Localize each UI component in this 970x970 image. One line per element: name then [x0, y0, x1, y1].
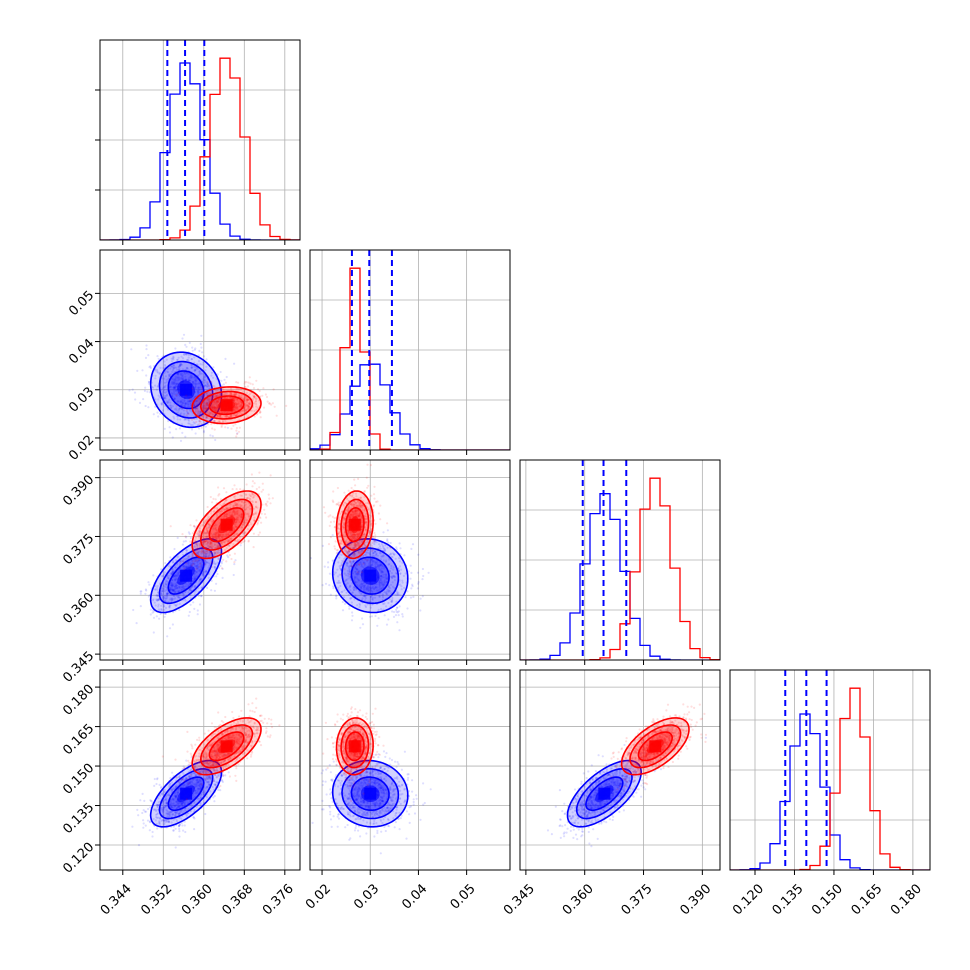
panel-frame [309, 249, 511, 451]
y-tick-label: 0.165 [60, 721, 97, 758]
red-peak [220, 399, 233, 412]
y-tick-label: 0.390 [60, 472, 97, 509]
x-tick-label: 0.05 [448, 881, 479, 912]
panel-frame [729, 669, 931, 871]
blue-peak [180, 787, 193, 800]
red-peak [220, 518, 233, 531]
red-peak [649, 740, 662, 753]
x-tick-label: 0.150 [809, 881, 846, 918]
x-tick-label: 0.04 [399, 881, 430, 912]
panel-frame [519, 459, 721, 661]
scatter-panel-2-1 [309, 459, 511, 665]
x-tick-label: 0.390 [677, 881, 714, 918]
y-tick-label: 0.375 [60, 531, 97, 568]
red-peak [348, 740, 361, 753]
x-tick-label: 0.352 [138, 881, 175, 918]
scatter-panel-3-2 [519, 669, 721, 875]
red-histogram [310, 267, 510, 450]
panel-frame [99, 459, 301, 661]
panel-frame [309, 459, 511, 661]
x-tick-label: 0.375 [619, 881, 656, 918]
y-tick-label: 0.03 [66, 384, 97, 415]
y-tick-label: 0.150 [60, 761, 97, 798]
scatter-panel-2-0: 0.345 0.360 0.375 0.390 [60, 459, 301, 686]
red-histogram [730, 687, 930, 870]
blue-histogram [100, 62, 300, 240]
panel-frame [99, 249, 301, 451]
blue-peak [364, 569, 377, 582]
histogram-panel-3 [729, 669, 931, 875]
panel-frame [99, 669, 301, 871]
panel-frame [519, 669, 721, 871]
red-histogram [520, 477, 720, 660]
x-tick-label: 0.03 [351, 881, 382, 912]
y-tick-label: 0.360 [60, 590, 97, 627]
blue-histogram [310, 363, 510, 450]
histogram-panel-1 [309, 249, 511, 455]
scatter-panel-1-0: 0.02 0.03 0.04 0.05 [66, 249, 301, 464]
x-tick-label: 0.344 [98, 881, 135, 918]
x-tick-label: 0.02 [303, 881, 334, 912]
y-tick-label: 0.05 [66, 288, 97, 319]
x-tick-label: 0.345 [501, 881, 538, 918]
y-tick-label: 0.02 [66, 433, 97, 464]
histogram-panel-0 [95, 39, 301, 245]
x-tick-label: 0.376 [260, 881, 297, 918]
blue-histogram [730, 713, 930, 870]
x-tick-label: 0.120 [730, 881, 767, 918]
histogram-panel-2 [519, 459, 721, 665]
y-tick-label: 0.04 [66, 336, 97, 367]
scatter-panel-3-1 [309, 669, 511, 875]
y-tick-label: 0.345 [60, 649, 97, 686]
x-tick-label: 0.368 [219, 881, 256, 918]
blue-peak [180, 383, 193, 396]
panel-frame [99, 39, 301, 241]
red-peak [220, 740, 233, 753]
blue-peak [598, 787, 611, 800]
red-histogram [100, 57, 300, 240]
x-tick-label: 0.165 [849, 881, 886, 918]
x-tick-label: 0.360 [179, 881, 216, 918]
y-tick-label: 0.180 [60, 682, 97, 719]
y-tick-label: 0.120 [60, 840, 97, 877]
panel-frame [309, 669, 511, 871]
x-tick-label: 0.135 [770, 881, 807, 918]
x-tick-label: 0.180 [888, 881, 925, 918]
red-peak [348, 518, 361, 531]
blue-peak [180, 569, 193, 582]
x-tick-label: 0.360 [560, 881, 597, 918]
y-tick-label: 0.135 [60, 800, 97, 837]
blue-peak [364, 787, 377, 800]
